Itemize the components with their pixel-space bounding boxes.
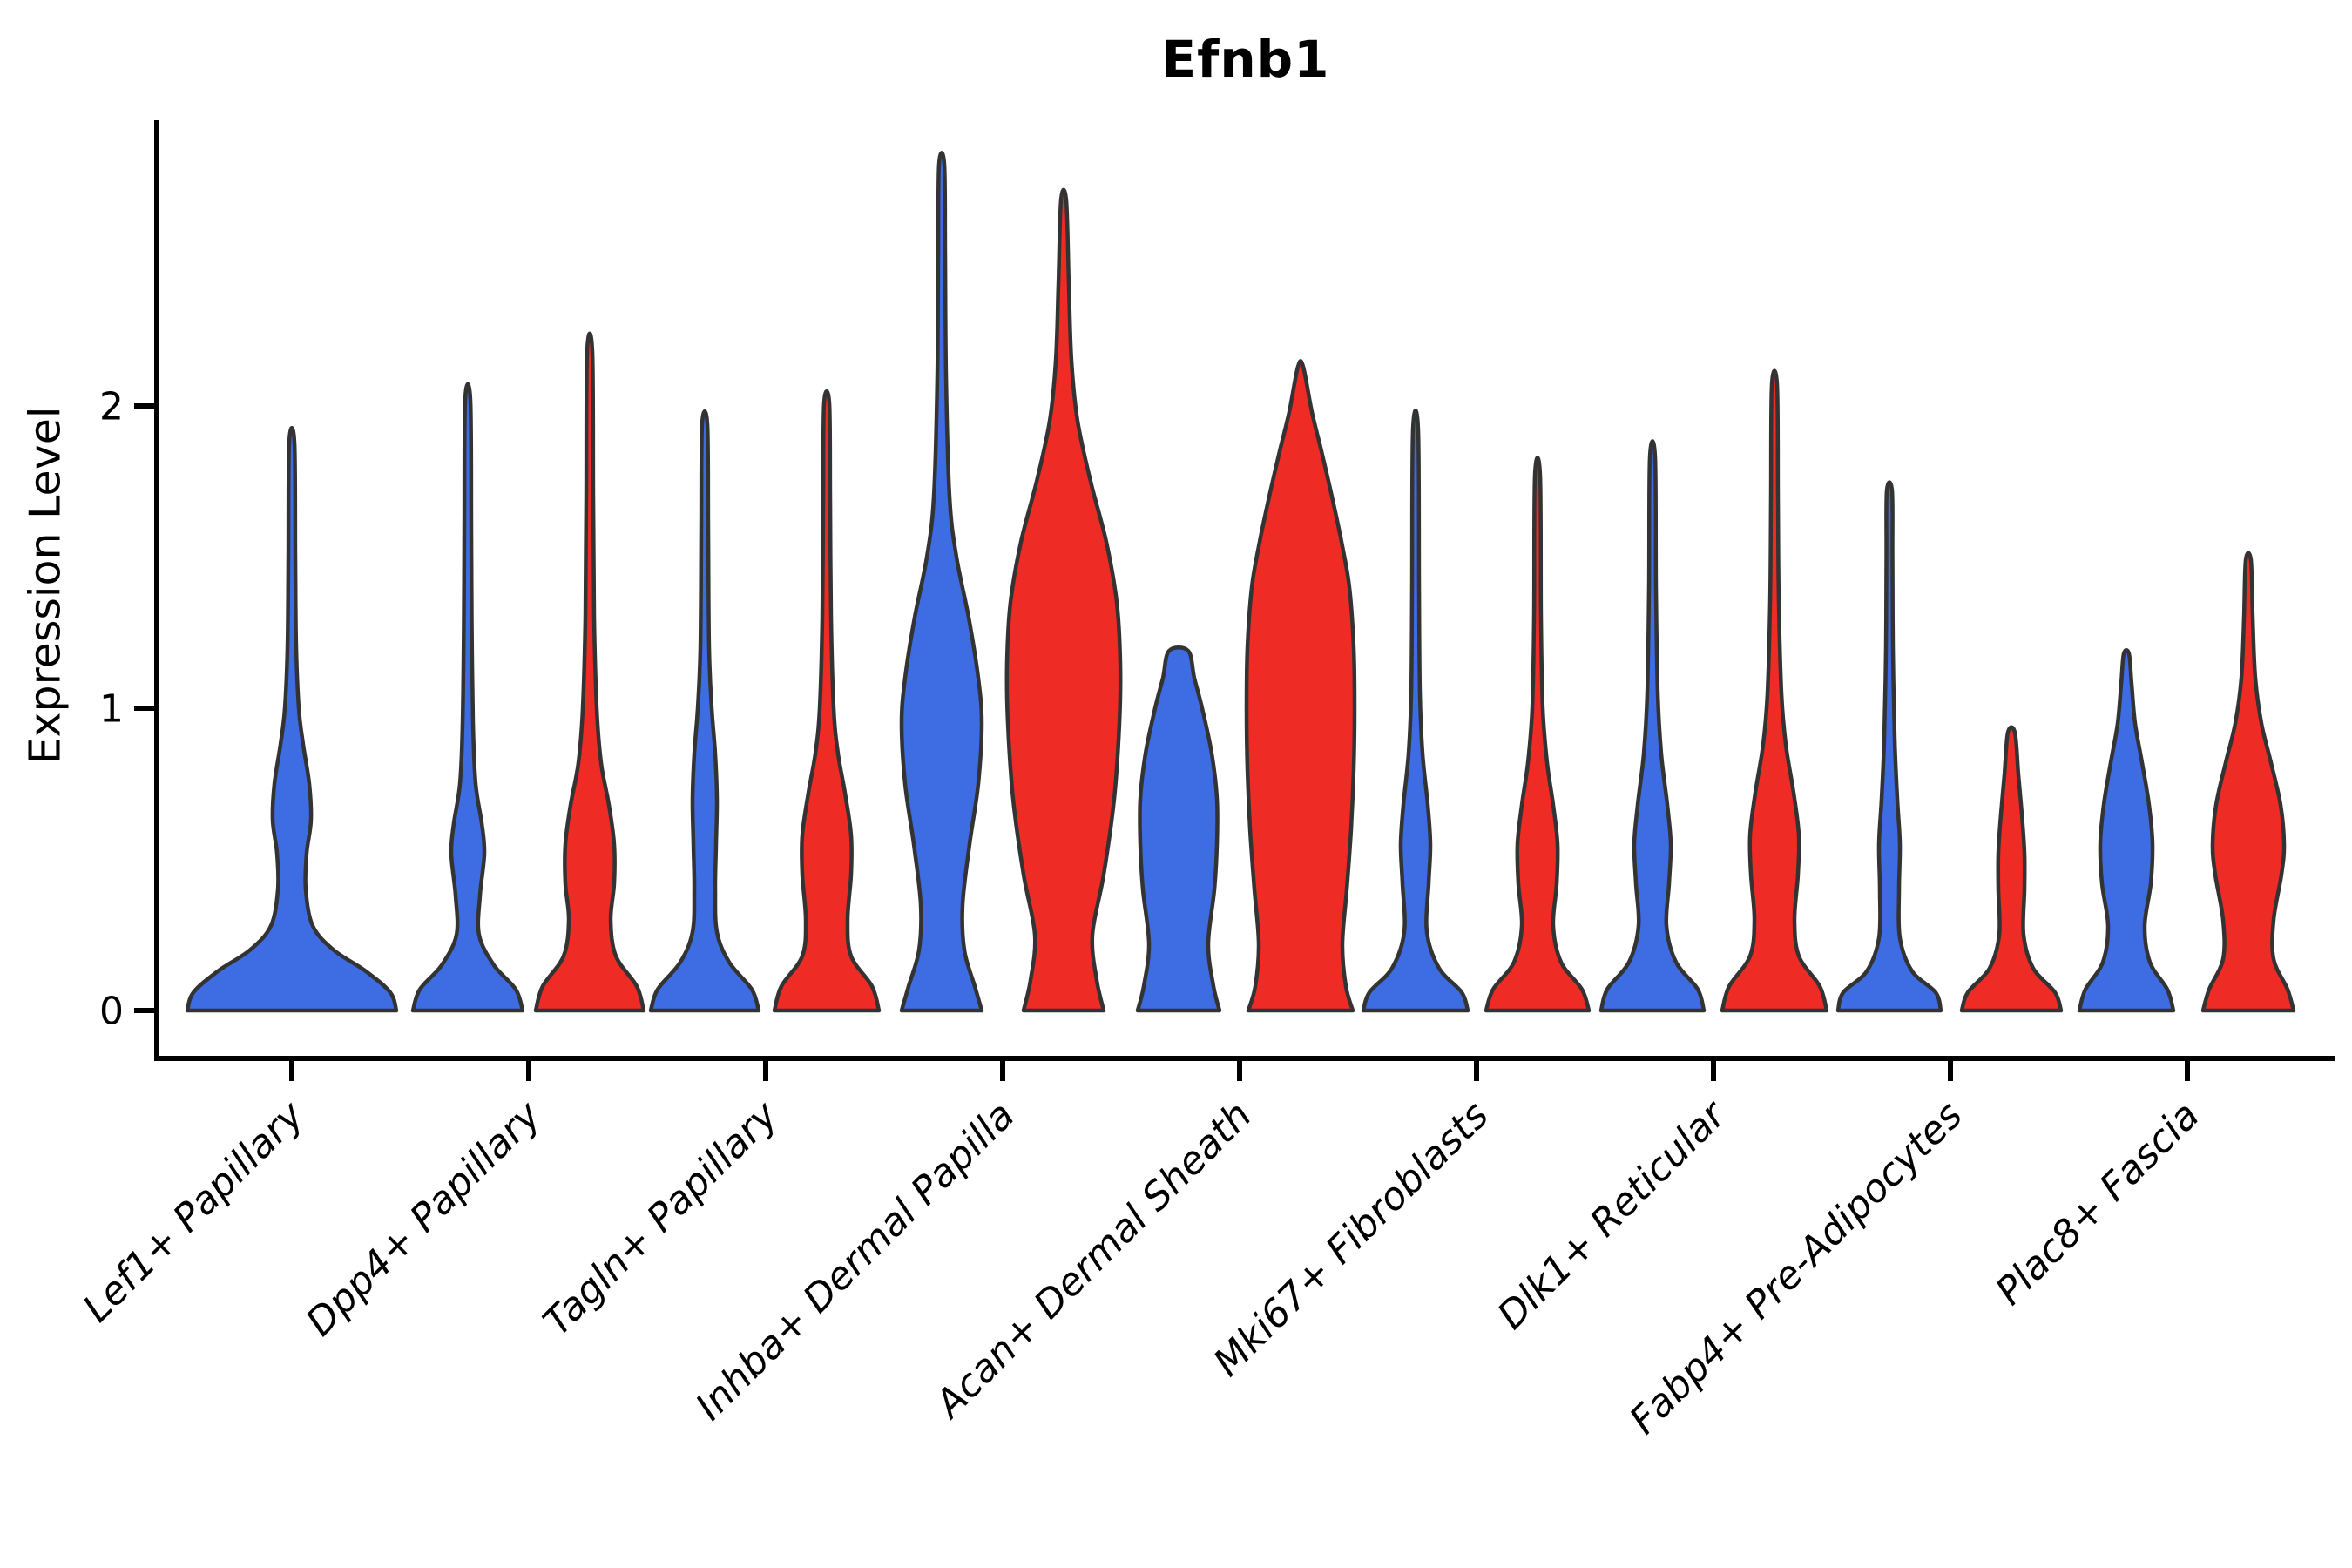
violin-blue-dpp4-papillary <box>410 382 525 1013</box>
x-tick-label: Mki67+ Fibroblasts <box>1205 1093 1497 1385</box>
violin-red-tagln-papillary <box>772 389 882 1013</box>
violin-blue-mki67-fibroblasts <box>1361 408 1470 1013</box>
violin-red-mki67-fibroblasts <box>1484 456 1592 1013</box>
x-tick-label: Tagln+ Papillary <box>535 1092 787 1344</box>
violin-blue-plac8-fascia <box>2077 648 2176 1013</box>
violin-blue-dlk1-reticular <box>1598 439 1707 1013</box>
violin-blue-lef1-papillary <box>185 425 399 1013</box>
violin-red-inhba-dermal-papilla <box>1004 187 1123 1013</box>
y-tick-label: 1 <box>99 686 124 731</box>
violin-red-acan-dermal-sheath <box>1244 359 1357 1013</box>
x-tick-label: Plac8+ Fascia <box>1987 1093 2207 1314</box>
x-tick-label: Dpp4+ Papillary <box>298 1092 551 1345</box>
violin-red-fabp4-pre-adipocytes <box>1959 725 2064 1013</box>
violin-blue-acan-dermal-sheath <box>1135 645 1222 1013</box>
x-tick-label: Lef1+ Papillary <box>75 1092 314 1331</box>
x-tick-label: Dlk1+ Reticular <box>1489 1092 1735 1338</box>
violin-blue-fabp4-pre-adipocytes <box>1835 480 1943 1013</box>
violin-red-dlk1-reticular <box>1720 368 1829 1013</box>
violin-red-dpp4-papillary <box>533 331 646 1013</box>
y-tick-label: 2 <box>99 384 124 429</box>
y-tick-label: 0 <box>99 989 124 1033</box>
chart-title: Efnb1 <box>1161 30 1330 89</box>
violin-blue-inhba-dermal-papilla <box>899 151 984 1013</box>
violin-red-plac8-fascia <box>2200 551 2296 1013</box>
violin-blue-tagln-papillary <box>648 409 761 1013</box>
